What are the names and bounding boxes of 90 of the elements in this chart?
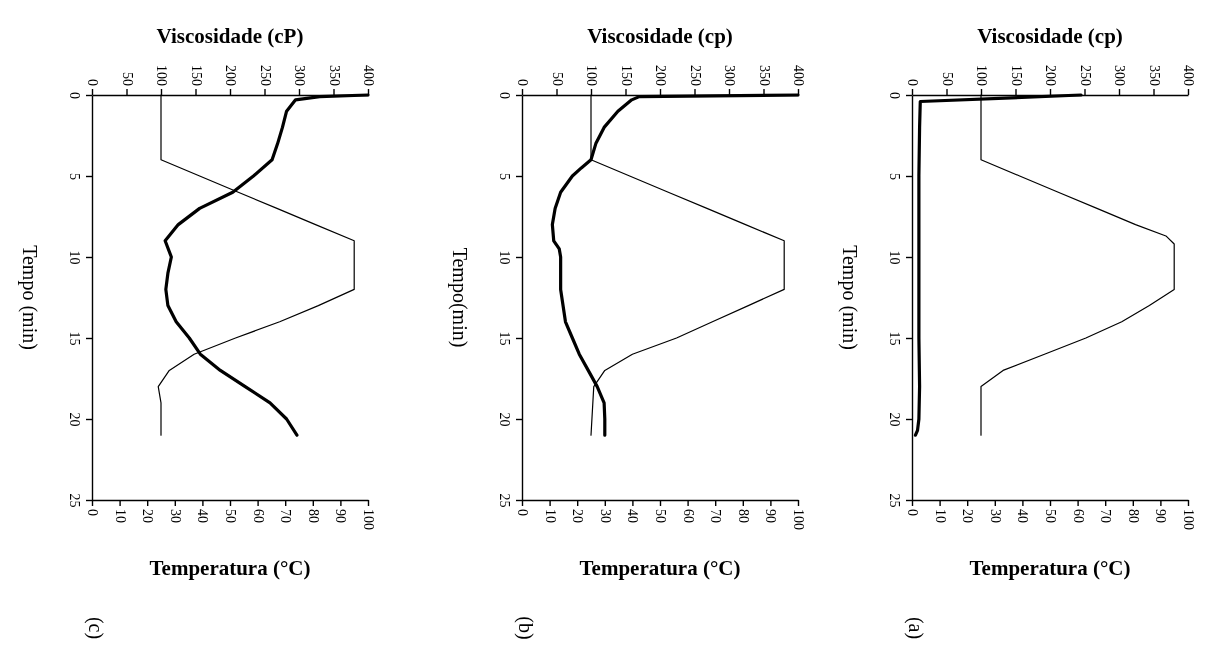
y-tick-label: 20 bbox=[67, 412, 83, 427]
x-tick-label: 80 bbox=[1125, 509, 1141, 523]
y-tick-label: 0 bbox=[887, 92, 903, 99]
y-tick-label: 25 bbox=[887, 493, 903, 508]
text: (a) bbox=[904, 616, 927, 640]
text: (c) bbox=[84, 616, 107, 640]
x2-tick-label: 200 bbox=[1043, 65, 1058, 86]
x2-tick-label: 100 bbox=[584, 65, 599, 86]
x-tick-label: 30 bbox=[597, 509, 613, 523]
x-tick-label: 70 bbox=[1098, 509, 1114, 523]
x2-axis-title: Viscosidade (cP) bbox=[156, 24, 304, 48]
y-tick-label: 10 bbox=[67, 250, 83, 265]
y-tick-label: 10 bbox=[887, 250, 903, 265]
y-tick-label: 15 bbox=[497, 331, 513, 346]
x-tick-label: 90 bbox=[763, 509, 779, 523]
x-tick-label: 40 bbox=[625, 509, 641, 523]
x2-tick-label: 0 bbox=[905, 79, 920, 86]
x2-tick-label: 400 bbox=[361, 65, 376, 86]
x2-tick-label: 300 bbox=[722, 65, 737, 86]
x-axis-title: Temperatura (°C) bbox=[149, 556, 311, 580]
y-axis-title: Tempo(min) bbox=[448, 247, 471, 348]
x-tick-label: 70 bbox=[278, 509, 294, 523]
x-tick-label: 30 bbox=[987, 509, 1003, 523]
x-tick-label: 70 bbox=[708, 509, 724, 523]
x-axis-title: Temperatura (°C) bbox=[969, 556, 1131, 580]
y-tick-label: 0 bbox=[67, 92, 83, 99]
y-tick-label: 5 bbox=[67, 173, 83, 180]
x-tick-label: 90 bbox=[1153, 509, 1169, 523]
y-tick-label: 10 bbox=[497, 250, 513, 265]
x-axis-title: Temperatura (°C) bbox=[579, 556, 741, 580]
x-tick-label: 40 bbox=[1015, 509, 1031, 523]
x-tick-label: 50 bbox=[223, 509, 238, 523]
x2-tick-label: 200 bbox=[653, 65, 668, 86]
x2-tick-label: 150 bbox=[1008, 65, 1024, 86]
x-tick-label: 0 bbox=[515, 509, 530, 516]
x2-tick-label: 0 bbox=[515, 79, 530, 86]
x-tick-label: 20 bbox=[570, 509, 586, 523]
x-tick-label: 40 bbox=[195, 509, 211, 523]
x-tick-label: 60 bbox=[250, 509, 266, 523]
x2-tick-label: 300 bbox=[292, 65, 307, 86]
y-tick-label: 15 bbox=[887, 331, 903, 346]
x-tick-label: 10 bbox=[542, 509, 558, 523]
x-tick-label: 60 bbox=[1070, 509, 1086, 523]
y-tick-label: 5 bbox=[497, 173, 513, 180]
x2-tick-label: 50 bbox=[939, 72, 955, 86]
x-tick-label: 20 bbox=[960, 509, 976, 523]
x2-axis-title: Viscosidade (cp) bbox=[587, 24, 733, 48]
x-tick-label: 100 bbox=[791, 509, 806, 530]
x-tick-label: 30 bbox=[167, 509, 183, 523]
x-tick-label: 10 bbox=[932, 509, 948, 523]
x-tick-label: 0 bbox=[905, 509, 920, 516]
x-tick-label: 80 bbox=[305, 509, 321, 523]
x-tick-label: 100 bbox=[361, 509, 376, 530]
x2-tick-label: 0 bbox=[85, 79, 100, 86]
x2-tick-label: 150 bbox=[188, 65, 204, 86]
x-tick-label: 20 bbox=[140, 509, 156, 523]
x2-tick-label: 100 bbox=[154, 65, 169, 86]
y-tick-label: 25 bbox=[497, 493, 513, 508]
x2-tick-label: 350 bbox=[326, 65, 342, 86]
x2-tick-label: 250 bbox=[257, 65, 273, 86]
x2-tick-label: 50 bbox=[119, 72, 135, 86]
y-axis-title: Tempo (min) bbox=[838, 245, 861, 350]
x-tick-label: 90 bbox=[333, 509, 349, 523]
x-tick-label: 80 bbox=[735, 509, 751, 523]
x2-tick-label: 400 bbox=[1181, 65, 1196, 86]
x-tick-label: 10 bbox=[112, 509, 128, 523]
y-tick-label: 15 bbox=[67, 331, 83, 346]
x-tick-label: 100 bbox=[1181, 509, 1196, 530]
y-tick-label: 5 bbox=[887, 173, 903, 180]
x2-tick-label: 150 bbox=[618, 65, 634, 86]
x2-tick-label: 250 bbox=[1077, 65, 1093, 86]
x2-tick-label: 400 bbox=[791, 65, 806, 86]
y-tick-label: 25 bbox=[67, 493, 83, 508]
y-tick-label: 0 bbox=[497, 92, 513, 99]
x-tick-label: 60 bbox=[680, 509, 696, 523]
x-tick-label: 50 bbox=[1043, 509, 1058, 523]
y-tick-label: 20 bbox=[887, 412, 903, 427]
text: (b) bbox=[514, 616, 537, 640]
x2-tick-label: 300 bbox=[1112, 65, 1127, 86]
x2-tick-label: 350 bbox=[756, 65, 772, 86]
x2-tick-label: 50 bbox=[549, 72, 565, 86]
y-tick-label: 20 bbox=[497, 412, 513, 427]
x2-tick-label: 350 bbox=[1146, 65, 1162, 86]
y-axis-title: Tempo (min) bbox=[18, 245, 41, 350]
x-tick-label: 50 bbox=[653, 509, 668, 523]
x-tick-label: 0 bbox=[85, 509, 100, 516]
x2-tick-label: 100 bbox=[974, 65, 989, 86]
x2-axis-title: Viscosidade (cp) bbox=[977, 24, 1123, 48]
x2-tick-label: 200 bbox=[223, 65, 238, 86]
x2-tick-label: 250 bbox=[687, 65, 703, 86]
